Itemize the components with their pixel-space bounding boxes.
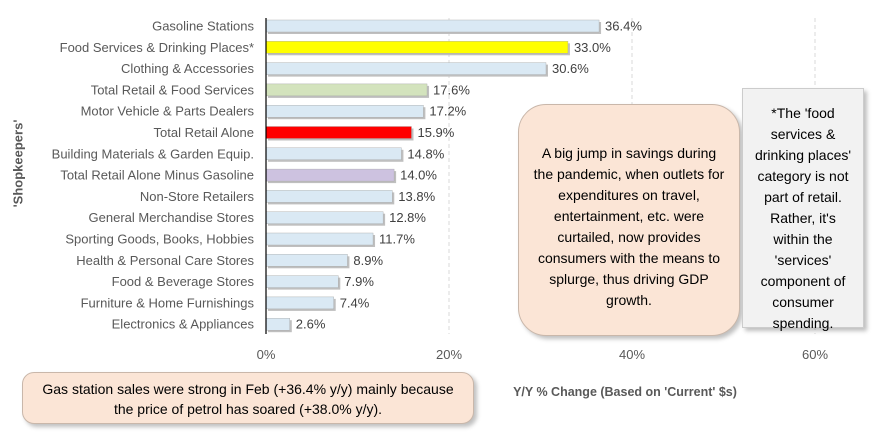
category-label: Total Retail Alone <box>154 125 254 140</box>
x-tick-label: 40% <box>619 347 645 362</box>
data-label: 14.0% <box>400 168 437 183</box>
bar <box>265 83 428 97</box>
category-label: Sporting Goods, Books, Hobbies <box>65 232 254 247</box>
data-label: 7.9% <box>344 274 374 289</box>
data-label: 2.6% <box>296 317 326 332</box>
data-label: 36.4% <box>605 19 642 34</box>
data-label: 13.8% <box>398 189 435 204</box>
x-tick-label: 0% <box>257 347 276 362</box>
bar <box>265 211 384 224</box>
category-label: Total Retail & Food Services <box>91 82 255 97</box>
x-tick-label: 60% <box>802 347 828 362</box>
bar <box>265 104 424 118</box>
data-label: 14.8% <box>407 146 444 161</box>
savings-callout: A big jump in savings during the pandemi… <box>518 104 740 336</box>
bar <box>265 41 569 54</box>
bar <box>265 296 334 310</box>
data-label: 15.9% <box>417 125 454 140</box>
bar <box>265 168 395 182</box>
bar <box>265 318 290 331</box>
category-label: Gasoline Stations <box>152 19 254 34</box>
data-label: 33.0% <box>574 40 611 55</box>
data-label: 8.9% <box>353 253 383 268</box>
x-tick-label: 20% <box>436 347 462 362</box>
category-label: Food Services & Drinking Places* <box>60 40 254 55</box>
bar <box>265 232 374 246</box>
category-label: Total Retail Alone Minus Gasoline <box>60 168 254 183</box>
bar <box>265 147 402 161</box>
category-label: Food & Beverage Stores <box>112 274 255 289</box>
bar <box>265 275 339 288</box>
category-label: Furniture & Home Furnishings <box>81 295 255 310</box>
gas-station-callout: Gas station sales were strong in Feb (+3… <box>22 372 474 424</box>
category-label: Health & Personal Care Stores <box>76 253 254 268</box>
category-label: Building Materials & Garden Equip. <box>52 146 254 161</box>
data-label: 7.4% <box>340 295 370 310</box>
x-axis-title: Y/Y % Change (Based on 'Current' $s) <box>513 385 737 399</box>
bar <box>265 190 393 203</box>
bar <box>265 254 348 267</box>
bar <box>265 19 600 33</box>
data-label: 17.6% <box>433 82 470 97</box>
food-services-footnote-box: *The 'food services & drinking places' c… <box>742 88 864 331</box>
category-label: Motor Vehicle & Parts Dealers <box>81 104 255 119</box>
y-axis-title: 'Shopkeepers' <box>10 119 26 208</box>
data-label: 30.6% <box>552 61 589 76</box>
category-label: General Merchandise Stores <box>89 210 255 225</box>
category-label: Clothing & Accessories <box>121 61 254 76</box>
data-label: 17.2% <box>429 104 466 119</box>
data-label: 11.7% <box>379 232 415 247</box>
category-label: Non-Store Retailers <box>140 189 255 204</box>
category-labels: Gasoline Stations Food Services & Drinkin… <box>52 19 255 332</box>
x-tick-labels: 0% 20% 40% 60% <box>257 347 829 362</box>
bar <box>265 126 412 139</box>
bars <box>265 19 602 333</box>
data-label: 12.8% <box>389 210 426 225</box>
bar <box>265 62 547 75</box>
category-label: Electronics & Appliances <box>112 317 255 332</box>
data-labels: 36.4% 33.0% 30.6% 17.6% 17.2% 15.9% 14.8% 14.0%… <box>296 19 643 332</box>
